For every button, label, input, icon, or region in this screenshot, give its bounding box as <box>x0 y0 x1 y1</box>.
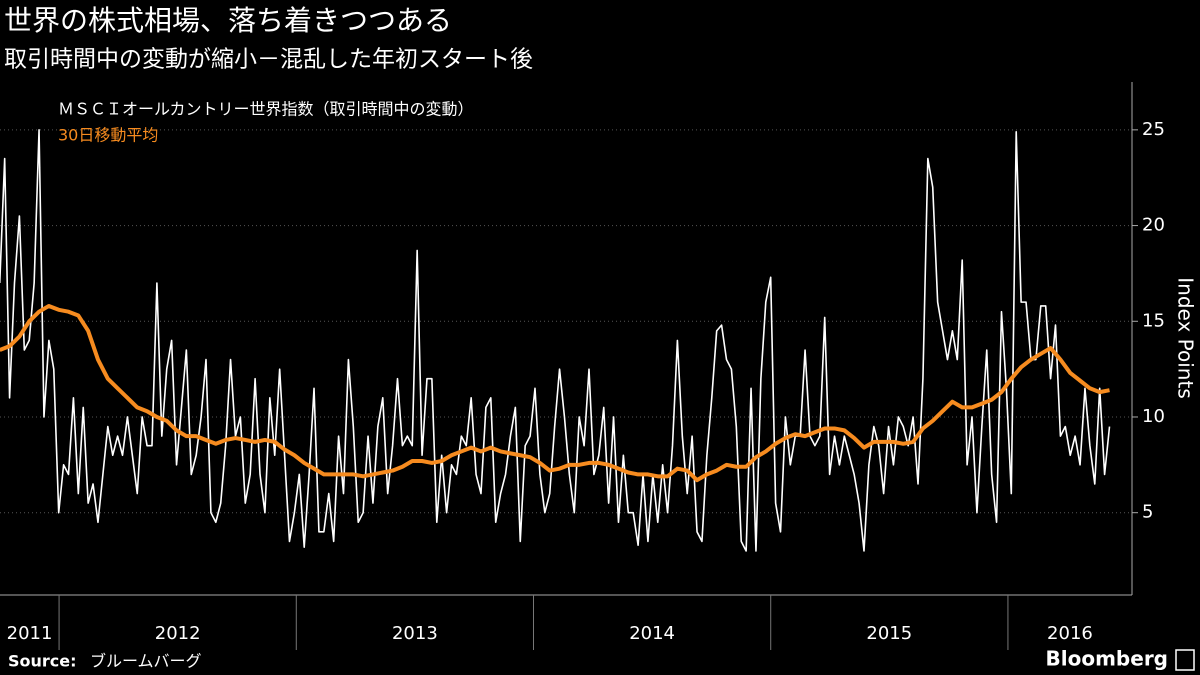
x-tick-label: 2016 <box>1047 623 1093 644</box>
logo: Bloomberg <box>1046 647 1168 671</box>
series-line <box>0 129 1111 552</box>
source: ブルームバーグ <box>90 652 202 671</box>
x-tick-label: 2015 <box>866 623 912 644</box>
x-tick-label: 2012 <box>155 623 201 644</box>
y-tick-label: 20 <box>1142 215 1165 236</box>
legend-label: 30日移動平均 <box>58 126 158 145</box>
y-tick-label: 5 <box>1142 502 1153 523</box>
x-tick-label: 2011 <box>7 623 53 644</box>
y-tick-label: 15 <box>1142 310 1165 331</box>
source-label: Source: <box>8 652 77 671</box>
y-tick-label: 10 <box>1142 406 1165 427</box>
x-tick-label: 2013 <box>392 623 438 644</box>
y-axis-title: Index Points <box>1174 277 1198 399</box>
logo-icon <box>1175 649 1195 671</box>
y-tick-label: 25 <box>1142 119 1165 140</box>
x-tick-label: 2014 <box>629 623 675 644</box>
chart-subtitle: 取引時間中の変動が縮小－混乱した年初スタート後 <box>4 47 533 73</box>
legend-label: ＭＳＣＩオールカントリー世界指数（取引時間中の変動） <box>58 100 474 119</box>
series-line <box>0 303 1110 483</box>
chart-title: 世界の株式相場、落ち着きつつある <box>4 4 452 37</box>
